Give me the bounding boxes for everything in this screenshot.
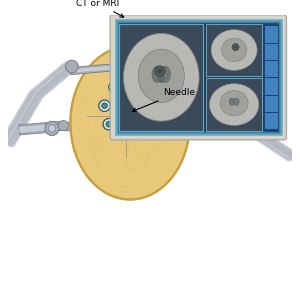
Bar xyxy=(119,24,203,131)
Circle shape xyxy=(232,44,239,51)
Bar xyxy=(125,58,141,63)
Circle shape xyxy=(251,69,262,80)
Bar xyxy=(125,65,128,78)
Circle shape xyxy=(66,60,78,73)
Bar xyxy=(118,22,279,132)
Ellipse shape xyxy=(124,33,199,121)
Bar xyxy=(265,78,278,94)
Bar xyxy=(121,41,125,54)
Circle shape xyxy=(124,36,131,42)
Bar xyxy=(122,79,130,86)
Circle shape xyxy=(99,100,110,112)
Circle shape xyxy=(196,100,209,113)
Circle shape xyxy=(112,84,117,90)
Bar xyxy=(19,124,53,133)
Bar xyxy=(116,33,130,38)
Bar xyxy=(206,78,262,131)
Circle shape xyxy=(45,121,59,135)
Circle shape xyxy=(120,32,134,46)
Bar xyxy=(244,74,261,120)
Bar xyxy=(206,24,262,76)
Bar xyxy=(116,20,281,134)
Bar xyxy=(50,121,105,133)
Circle shape xyxy=(102,103,107,109)
Bar xyxy=(265,44,278,60)
Ellipse shape xyxy=(211,30,257,70)
Circle shape xyxy=(155,66,165,76)
Ellipse shape xyxy=(234,98,239,105)
Bar xyxy=(201,100,241,111)
Bar xyxy=(265,26,278,43)
Bar xyxy=(119,39,127,56)
Bar xyxy=(206,78,262,131)
Ellipse shape xyxy=(221,38,247,62)
Bar xyxy=(19,122,54,135)
Bar xyxy=(52,123,103,130)
Circle shape xyxy=(88,123,98,134)
Circle shape xyxy=(103,118,115,130)
Bar xyxy=(119,24,203,131)
Bar xyxy=(265,113,278,129)
Ellipse shape xyxy=(160,66,171,83)
FancyBboxPatch shape xyxy=(110,15,286,140)
Bar xyxy=(121,37,137,45)
Bar xyxy=(124,52,129,65)
Text: CT or MRI: CT or MRI xyxy=(76,0,124,17)
Ellipse shape xyxy=(138,49,184,103)
Circle shape xyxy=(157,68,163,74)
Ellipse shape xyxy=(220,91,248,116)
Circle shape xyxy=(234,45,237,49)
Ellipse shape xyxy=(158,74,165,83)
Bar xyxy=(126,60,140,62)
Circle shape xyxy=(228,100,251,124)
Ellipse shape xyxy=(152,66,162,83)
Circle shape xyxy=(106,121,112,127)
Bar xyxy=(265,96,278,112)
Ellipse shape xyxy=(70,46,190,199)
Circle shape xyxy=(48,125,56,132)
Bar xyxy=(202,103,240,109)
Bar xyxy=(206,24,262,76)
Bar xyxy=(264,24,278,131)
Circle shape xyxy=(58,120,68,131)
Ellipse shape xyxy=(109,49,151,66)
Circle shape xyxy=(109,82,120,93)
Ellipse shape xyxy=(119,113,133,124)
Circle shape xyxy=(199,103,206,110)
Ellipse shape xyxy=(229,98,235,105)
Bar xyxy=(72,65,123,73)
Bar xyxy=(116,20,281,134)
Bar xyxy=(265,61,278,77)
Ellipse shape xyxy=(209,84,259,126)
Bar xyxy=(123,65,130,78)
Circle shape xyxy=(234,107,245,117)
Bar xyxy=(70,63,124,75)
Text: Needle: Needle xyxy=(132,88,195,112)
